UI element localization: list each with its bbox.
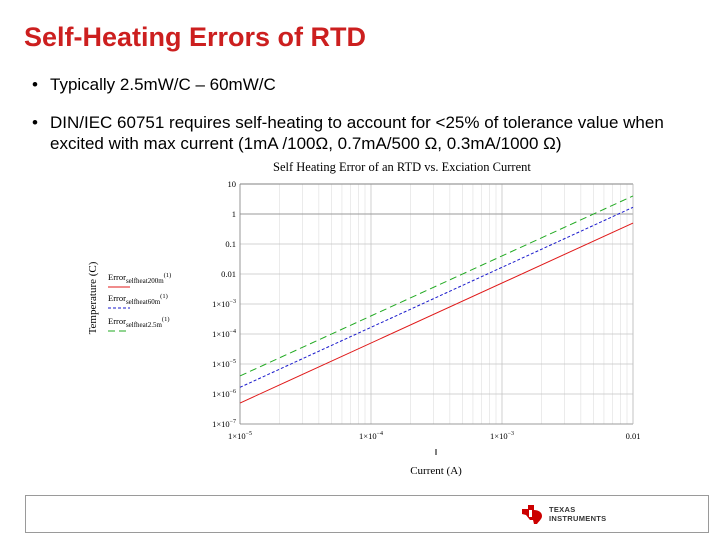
series-line-1: [239, 222, 634, 404]
bullet-item: • Typically 2.5mW/C – 60mW/C: [28, 74, 708, 95]
x-tick-label: 1×10−3: [490, 431, 514, 441]
y-tick-label: 1: [232, 209, 236, 219]
legend-label-2: Errorselfheat60m(1): [108, 293, 168, 306]
bullet-item: • DIN/IEC 60751 requires self-heating to…: [28, 112, 708, 154]
slide-title: Self-Heating Errors of RTD: [24, 22, 367, 52]
texas-instruments-wordmark: TEXAS INSTRUMENTS: [549, 505, 606, 523]
y-tick-label: 1×10−6: [212, 389, 236, 399]
footer-box: [25, 495, 709, 533]
series-line-3: [239, 195, 634, 377]
bullet-list: • Typically 2.5mW/C – 60mW/C • DIN/IEC 6…: [28, 74, 708, 154]
x-tick-label: 0.01: [626, 431, 641, 441]
y-tick-label: 10: [228, 179, 237, 189]
y-tick-label: 0.01: [221, 269, 236, 279]
series-line-2: [239, 206, 634, 388]
chart-title: Self Heating Error of an RTD vs. Exciati…: [273, 160, 531, 174]
y-tick-label: 1×10−3: [212, 299, 236, 309]
legend-label-3: Errorselfheat2.5m(1): [108, 316, 170, 329]
bullet-text: Typically 2.5mW/C – 60mW/C: [50, 75, 276, 94]
y-axis-title: Temperature (C): [87, 261, 99, 334]
x-axis-title: Current (A): [410, 465, 462, 477]
bullet-symbol: •: [32, 75, 38, 94]
legend-label-1: Errorselfheat200m(1): [108, 272, 171, 285]
x-tick-label: 1×10−4: [359, 431, 383, 441]
y-tick-label: 0.1: [225, 239, 236, 249]
y-tick-label: 1×10−7: [212, 419, 236, 429]
x-tick-label: 1×10−5: [228, 431, 252, 441]
texas-instruments-logo-icon: [522, 505, 542, 524]
logo-line-instruments: INSTRUMENTS: [549, 514, 607, 523]
logo-line-texas: TEXAS: [549, 505, 576, 514]
bullet-text: DIN/IEC 60751 requires self-heating to a…: [50, 113, 664, 153]
bullet-symbol: •: [32, 113, 38, 132]
y-tick-label: 1×10−4: [212, 329, 236, 339]
y-tick-label: 1×10−5: [212, 359, 236, 369]
